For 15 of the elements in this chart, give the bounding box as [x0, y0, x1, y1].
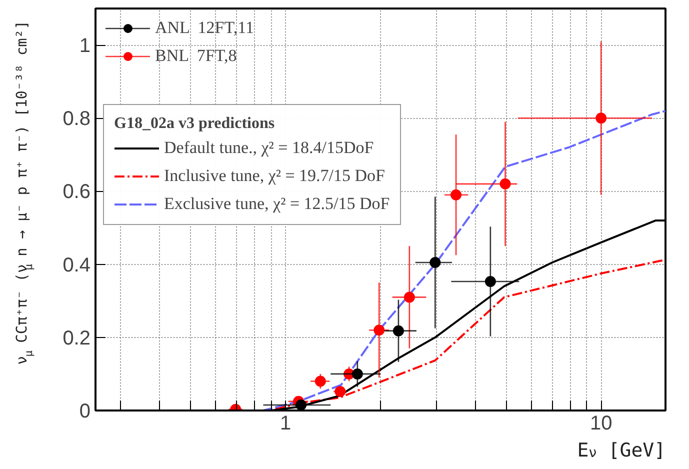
y-tick-label: 1	[79, 35, 90, 58]
legend-label: ANL 12FT,11	[155, 18, 254, 38]
y-tick-label: 0.2	[62, 327, 91, 350]
legend-title: G18_02a v3 predictions	[114, 115, 276, 133]
y-tick-label: 0.6	[62, 181, 91, 204]
y-tick-label: 0.4	[62, 254, 91, 276]
legend-label: Exclusive tune, χ² = 12.5/15 DoF	[164, 194, 390, 214]
y-tick-label: 0	[79, 400, 90, 422]
x-axis-title: Eν [GeV]	[577, 440, 666, 462]
y-tick-label: 0.8	[62, 108, 91, 130]
x-tick-label: 10	[590, 412, 612, 434]
legend-label: BNL 7FT,8	[155, 46, 237, 66]
legend-label: Inclusive tune, χ² = 19.7/15 DoF	[164, 166, 386, 186]
legend-label: Default tune., χ² = 18.4/15DoF	[164, 138, 374, 158]
y-axis-title: νμ CCπ⁺π⁻ (νμ n → μ⁻ p π⁺ π⁻) [10⁻³⁸ cm²]	[14, 20, 35, 365]
